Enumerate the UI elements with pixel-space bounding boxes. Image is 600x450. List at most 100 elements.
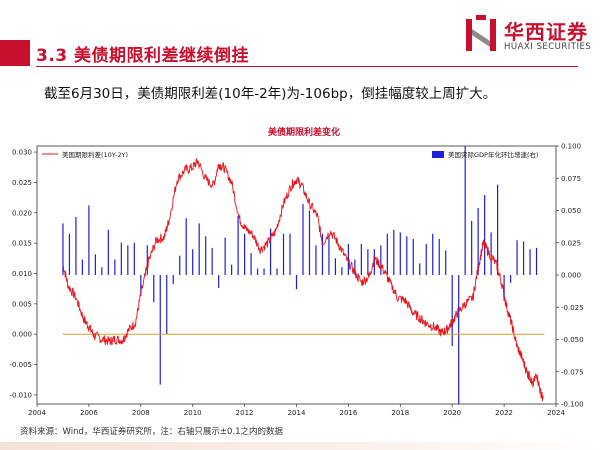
left-axis: 0.030 0.025 0.020 0.015 0.010 0.005 0.000 -0.00… (9, 149, 37, 399)
gdp-bar (302, 204, 304, 275)
gdp-bar (172, 275, 174, 285)
x-tick-label: 2010 (184, 409, 202, 417)
x-tick-label: 2008 (132, 409, 150, 417)
right-tick-label: -0.100 (561, 401, 584, 409)
right-tick-label: 0.025 (561, 239, 581, 247)
gdp-bar (464, 146, 466, 275)
gdp-bar (445, 250, 447, 275)
gdp-bar (256, 268, 259, 275)
x-tick-label: 2024 (547, 409, 565, 417)
left-tick-label: 0.010 (12, 270, 32, 278)
left-tick-label: 0.025 (12, 179, 32, 187)
summary-text: 截至6月30日，美债期限利差(10年-2年)为-106bp，倒挂幅度较上周扩大。 (44, 86, 497, 102)
gdp-bar (146, 245, 148, 275)
x-tick-label: 2004 (28, 409, 46, 417)
gdp-bar (516, 240, 518, 275)
right-tick-label: -0.050 (561, 336, 584, 344)
gdp-bar (484, 195, 486, 275)
left-tick-label: 0.005 (12, 300, 32, 308)
gdp-bar (269, 228, 272, 275)
gdp-bar (68, 233, 71, 275)
gdp-bar (458, 275, 460, 404)
huaxi-logo-icon (466, 15, 496, 51)
gdp-bar (360, 244, 362, 275)
legend-left: 美国期限利差(10Y-2Y) (42, 150, 128, 159)
decorative-strip (0, 442, 600, 450)
legend-right: 美国实际GDP年化环比增速(右) (432, 150, 539, 159)
gdp-bar (153, 275, 155, 303)
gdp-bar (295, 275, 298, 290)
gdp-bar (289, 233, 291, 275)
left-tick-label: -0.010 (9, 391, 32, 399)
gdp-bar (120, 242, 122, 275)
gdp-bar (308, 210, 311, 275)
gdp-bar (477, 207, 479, 275)
left-tick-label: -0.005 (9, 361, 32, 369)
gdp-bar (94, 254, 96, 275)
x-tick-label: 2016 (339, 409, 357, 417)
gdp-bar (399, 232, 401, 275)
gdp-bar (497, 184, 499, 275)
gdp-bar (535, 247, 538, 275)
gdp-bar (166, 275, 168, 335)
gdp-bar (250, 253, 252, 275)
right-tick-label: 0.050 (561, 207, 581, 215)
gdp-bar (107, 229, 109, 275)
gdp-bar (451, 275, 453, 346)
gdp-bar (81, 259, 84, 275)
gdp-bar (114, 259, 116, 275)
gdp-bar (224, 237, 226, 275)
gdp-bar (282, 233, 285, 275)
gdp-bar (276, 268, 278, 275)
chart-title: 美债期限利差变化 (268, 126, 340, 138)
gdp-bar (354, 259, 356, 275)
logo-text-cn: 华西证券 (504, 20, 588, 44)
gdp-bar (198, 223, 200, 275)
gdp-bar (522, 241, 525, 275)
gdp-bar (321, 233, 324, 275)
gdp-bar (432, 233, 434, 275)
section-marker (0, 40, 30, 66)
gdp-bar (211, 247, 213, 275)
gdp-bar (185, 218, 187, 275)
gdp-bar (88, 205, 90, 275)
gdp-bar (179, 255, 181, 275)
gdp-bar (386, 233, 388, 275)
right-tick-label: -0.025 (561, 304, 584, 312)
gdp-bar (140, 275, 142, 296)
right-tick-label: -0.075 (561, 368, 584, 376)
gdp-bar (159, 275, 161, 385)
left-tick-label: 0.030 (12, 149, 32, 157)
gdp-bar (244, 233, 246, 275)
gdp-bar (205, 236, 207, 275)
spread-chart: 美债期限利差变化 0.0300.0250.0200.0150.0100.0050… (9, 126, 584, 417)
left-tick-label: 0.000 (12, 331, 32, 339)
title-underline (36, 66, 578, 67)
left-tick-label: 0.020 (12, 209, 32, 217)
gdp-bar (263, 268, 265, 275)
gdp-bar (328, 236, 330, 275)
gdp-bar (529, 249, 531, 275)
gdp-bar (75, 216, 77, 275)
left-tick-label: 0.015 (12, 240, 32, 248)
gdp-bar (419, 263, 421, 275)
gdp-bar (341, 267, 343, 275)
gdp-bar (412, 238, 414, 275)
gdp-bars (62, 146, 538, 404)
x-tick-label: 2022 (495, 409, 513, 417)
gdp-bar (438, 238, 440, 275)
gdp-bar (231, 264, 233, 275)
x-tick-label: 2006 (80, 409, 98, 417)
gdp-bar (101, 267, 103, 275)
gdp-bar (425, 244, 427, 275)
x-tick-label: 2018 (391, 409, 409, 417)
legend-left-label: 美国期限利差(10Y-2Y) (62, 150, 128, 159)
gdp-bar (237, 215, 239, 275)
gdp-bar (380, 245, 382, 275)
gdp-bar (133, 242, 135, 275)
gdp-bar (393, 229, 395, 275)
right-tick-label: 0.100 (561, 143, 581, 151)
spread-line-series (62, 158, 544, 401)
gdp-bar (367, 249, 369, 275)
legend-right-label: 美国实际GDP年化环比增速(右) (448, 150, 539, 159)
